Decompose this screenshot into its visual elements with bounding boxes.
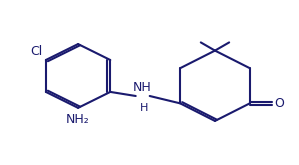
Text: O: O	[274, 97, 284, 110]
Text: NH₂: NH₂	[66, 113, 90, 126]
Text: H: H	[140, 103, 148, 113]
Text: Cl: Cl	[30, 45, 43, 58]
Text: NH: NH	[133, 81, 152, 94]
